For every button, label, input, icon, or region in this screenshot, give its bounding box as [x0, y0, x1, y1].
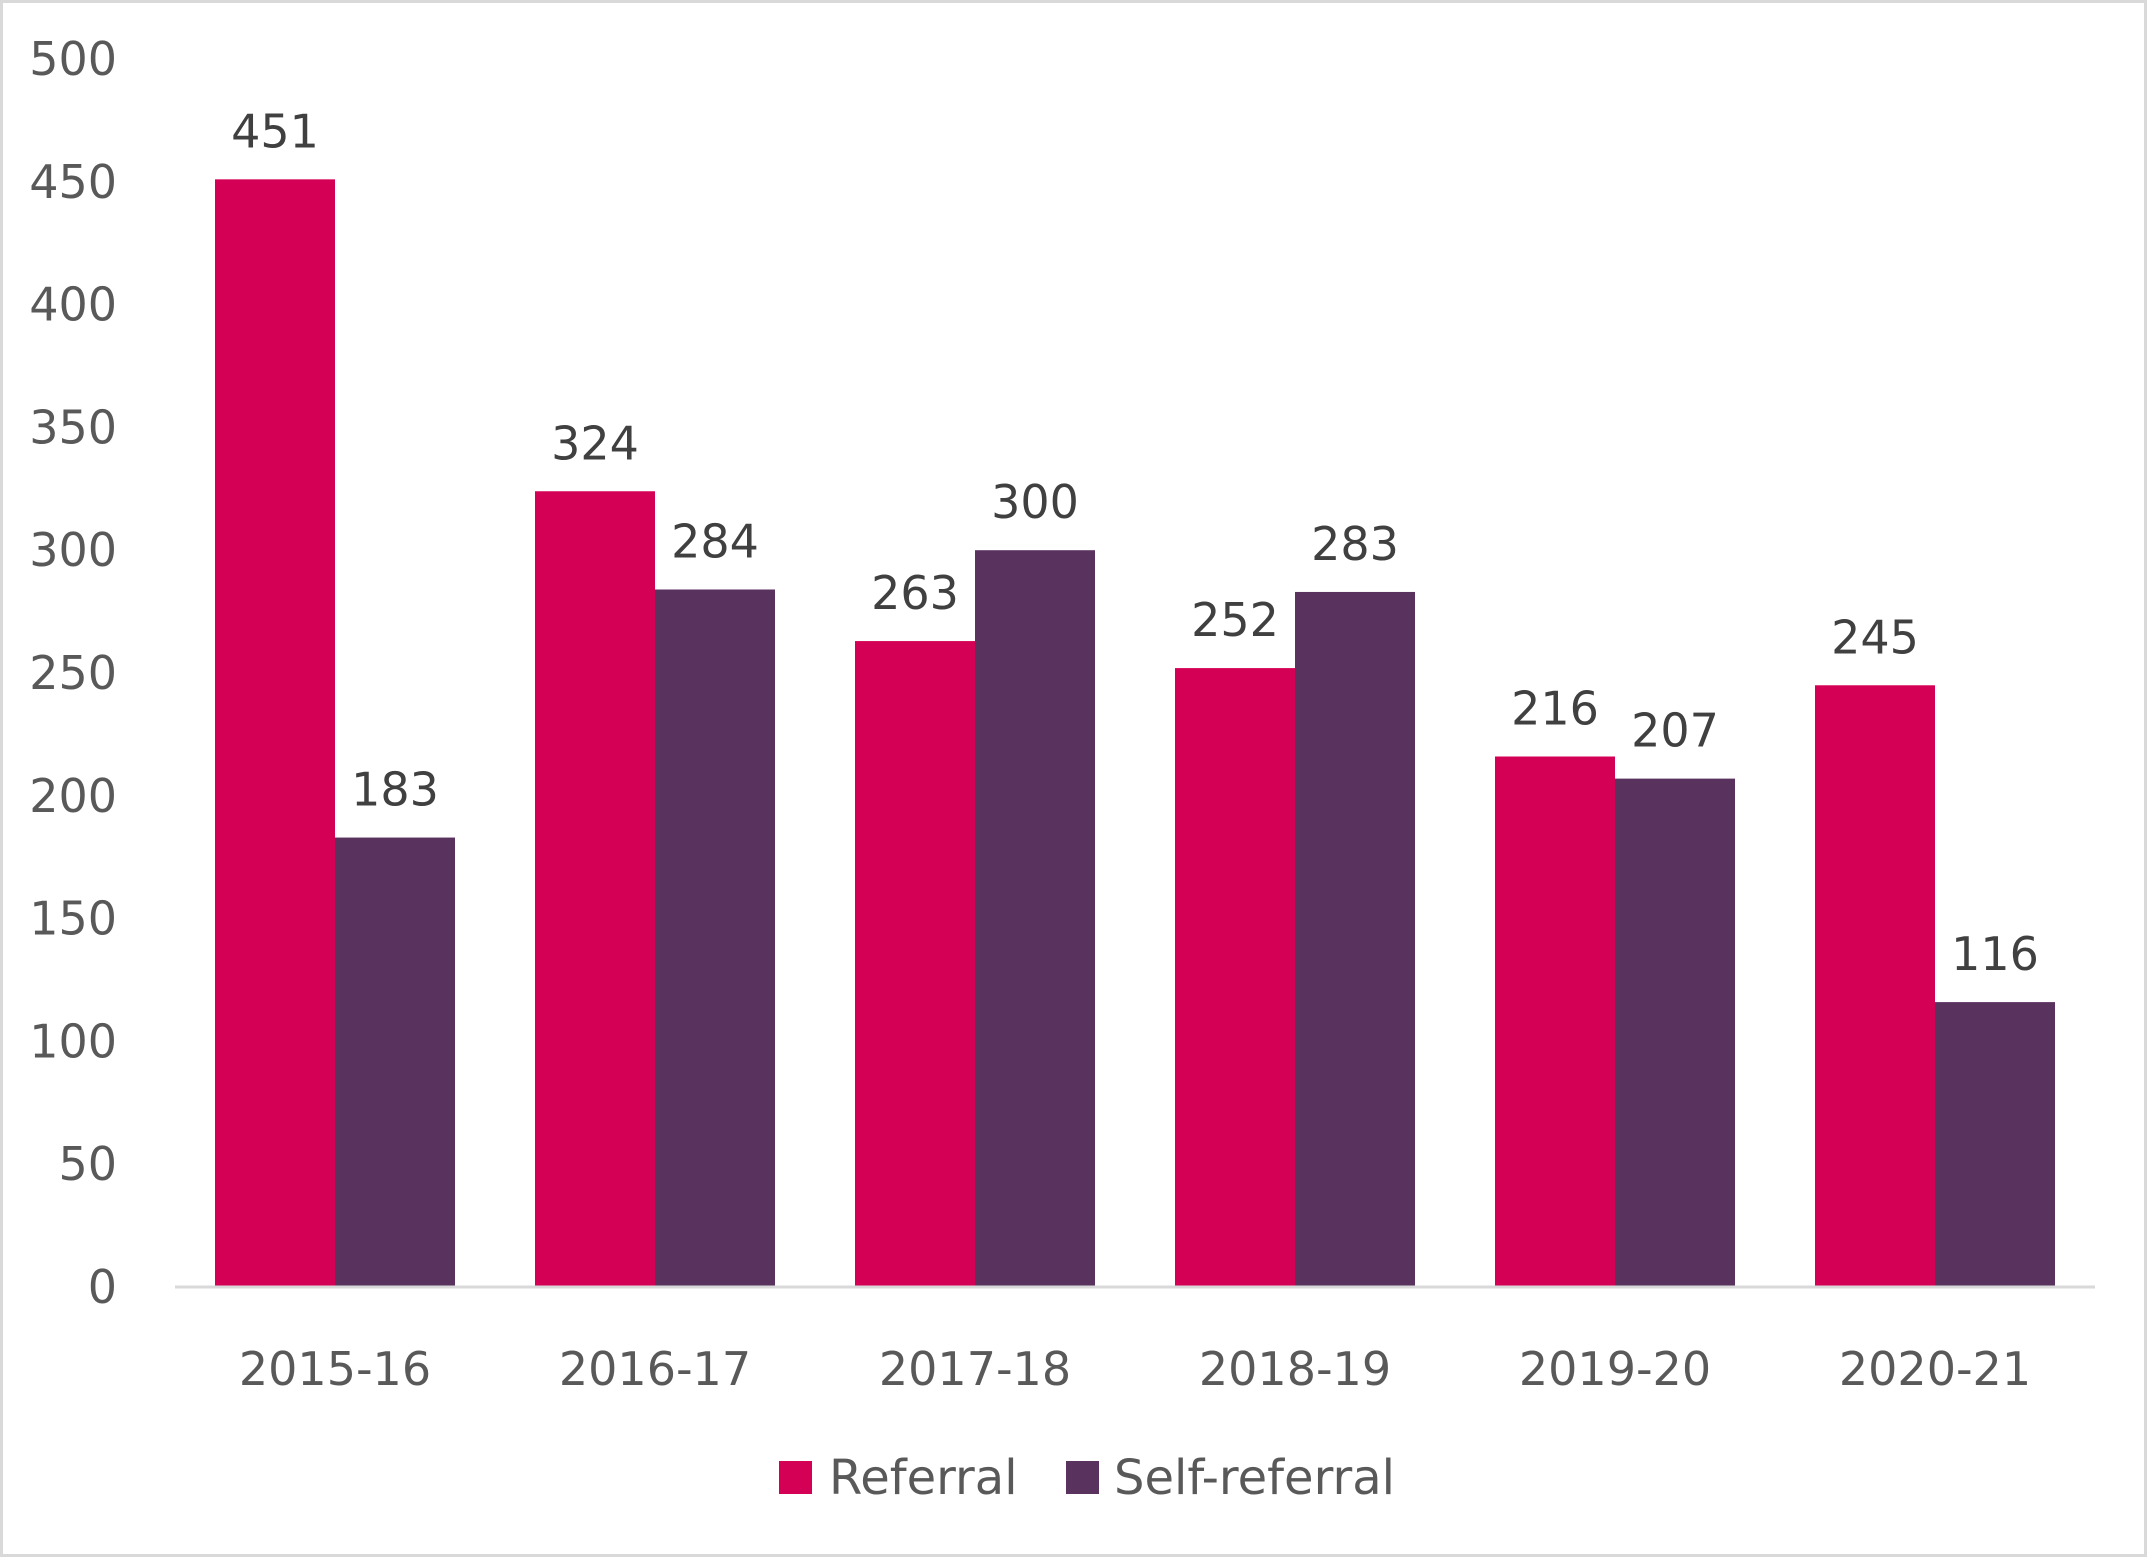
- y-tick-label: 300: [29, 523, 117, 577]
- bar-self-referral-2016-17: [655, 589, 775, 1287]
- data-label: 451: [231, 104, 319, 158]
- y-tick-label: 350: [29, 400, 117, 454]
- bar-referral-2020-21: [1815, 685, 1935, 1287]
- y-tick-label: 50: [58, 1137, 117, 1191]
- legend-label-self-referral: Self-referral: [1114, 1450, 1395, 1506]
- data-label: 245: [1831, 610, 1919, 664]
- data-label: 252: [1191, 593, 1279, 647]
- bar-referral-2019-20: [1495, 756, 1615, 1287]
- bar-self-referral-2020-21: [1935, 1002, 2055, 1287]
- x-tick-label: 2016-17: [559, 1342, 751, 1396]
- data-label: 284: [671, 514, 759, 568]
- x-tick-label: 2020-21: [1839, 1342, 2031, 1396]
- data-label: 263: [871, 566, 959, 620]
- y-tick-label: 200: [29, 769, 117, 823]
- y-tick-label: 0: [88, 1260, 117, 1314]
- y-tick-label: 500: [29, 32, 117, 86]
- data-label: 183: [351, 763, 439, 817]
- x-axis-ticks: 2015-16 2016-17 2017-18 2018-19 2019-20 2020-…: [239, 1342, 2031, 1396]
- data-label: 207: [1631, 704, 1719, 758]
- x-tick-label: 2018-19: [1199, 1342, 1391, 1396]
- data-label: 216: [1511, 682, 1599, 736]
- data-labels: 451 324 263 252 216 245 183 284 300 283 207 116: [231, 104, 2039, 981]
- y-tick-label: 450: [29, 155, 117, 209]
- bar-self-referral-2019-20: [1615, 778, 1735, 1287]
- legend-label-referral: Referral: [829, 1450, 1018, 1506]
- legend-swatch-referral: [779, 1461, 812, 1494]
- data-label: 116: [1951, 927, 2039, 981]
- x-tick-label: 2017-18: [879, 1342, 1071, 1396]
- legend: Referral Self-referral: [779, 1450, 1395, 1506]
- x-tick-label: 2019-20: [1519, 1342, 1711, 1396]
- bar-referral-2015-16: [215, 179, 335, 1287]
- data-label: 300: [991, 475, 1079, 529]
- y-tick-label: 400: [29, 278, 117, 332]
- bar-referral-2018-19: [1175, 668, 1295, 1287]
- legend-swatch-self-referral: [1066, 1461, 1099, 1494]
- y-axis-ticks: 0 50 100 150 200 250 300 350 400 450 500: [29, 32, 117, 1314]
- data-label: 324: [551, 416, 639, 470]
- y-tick-label: 150: [29, 892, 117, 946]
- data-label: 283: [1311, 517, 1399, 571]
- bar-self-referral-2018-19: [1295, 591, 1415, 1287]
- bars: [215, 179, 2055, 1288]
- bar-referral-2016-17: [535, 491, 655, 1288]
- bar-self-referral-2015-16: [335, 837, 455, 1287]
- x-tick-label: 2015-16: [239, 1342, 431, 1396]
- bar-self-referral-2017-18: [975, 550, 1095, 1287]
- bar-referral-2017-18: [855, 641, 975, 1287]
- y-tick-label: 250: [29, 646, 117, 700]
- y-tick-label: 100: [29, 1014, 117, 1068]
